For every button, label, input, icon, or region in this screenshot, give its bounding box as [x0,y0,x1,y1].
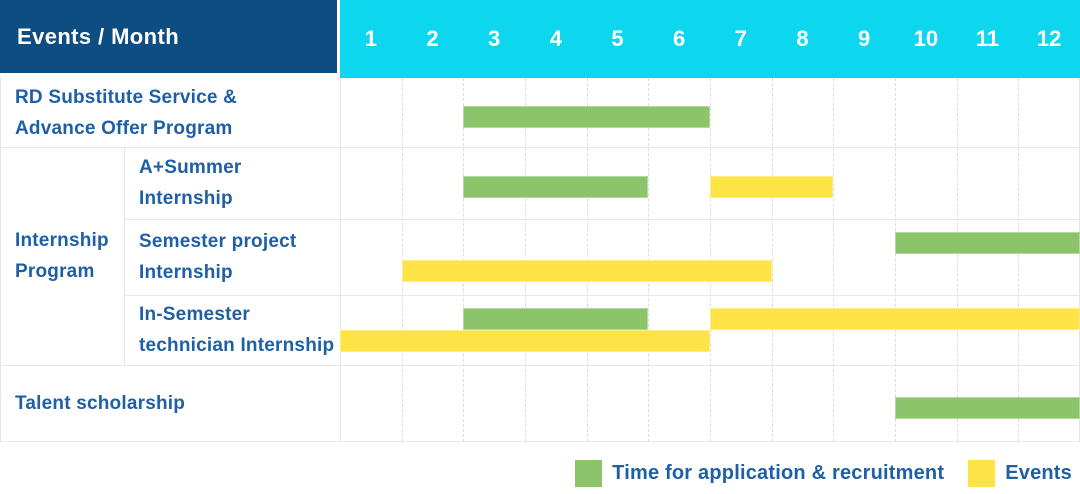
row-label-line: RD Substitute Service & [15,86,238,108]
row-label-line: Semester project [139,231,297,252]
events-bar [340,330,710,352]
month-header-7: 7 [734,26,747,51]
row-label-line: Internship [139,262,233,283]
legend-label-events: Events [1005,462,1072,484]
month-header-2: 2 [426,26,439,51]
row-separator [124,295,1080,296]
month-header-4: 4 [549,26,562,51]
month-header-9: 9 [858,26,871,51]
row-label-a-summer-internship: A+Summer Internship [124,147,340,219]
table-border-line [0,78,1,442]
recruitment-bar [895,396,1080,419]
month-grid-line [771,78,773,442]
month-header-12: 12 [1036,26,1062,51]
row-label-line: A+Summer [139,157,242,178]
month-header-10: 10 [913,26,939,51]
group-label-internship-program: Internship Program [0,147,124,365]
row-label-talent-scholarship: Talent scholarship [0,365,340,442]
month-header-11: 11 [975,26,1000,51]
events-bar [710,176,834,198]
table-border-line [340,78,341,442]
row-label-line: technician Internship [139,335,335,356]
group-label-line: Internship [15,230,109,251]
events-month-header-cell: Events / Month [0,0,337,73]
recruitment-bar [463,105,710,128]
recruitment-bar [895,232,1080,254]
legend-label-recruitment: Time for application & recruitment [612,462,945,484]
month-grid-line [956,78,958,442]
row-separator [0,365,1080,366]
row-separator [0,147,1080,148]
month-header-8: 8 [796,26,809,51]
recruitment-bar [463,176,649,198]
row-separator [0,441,1080,442]
month-grid-line [895,78,896,442]
legend: Time for application & recruitment Events [575,460,1072,487]
events-month-header-label: Events / Month [17,23,180,49]
row-label-line: Talent scholarship [15,393,186,414]
row-label-rd-substitute-advance-offer: RD Substitute Service & Advance Offer Pro… [0,78,340,147]
gantt-table: Events / Month 1 2 3 4 5 6 7 8 9 10 11 12 RD Substi… [0,0,1080,442]
group-label-line: Program [15,261,95,282]
row-label-in-semester-technician-internship: In-Semester technician Internship [124,295,340,365]
legend-item-recruitment: Time for application & recruitment [575,460,944,487]
month-header-6: 6 [673,26,686,51]
month-header-5: 5 [611,26,624,51]
row-label-line: Internship [139,188,233,209]
recruitment-bar [463,308,649,330]
row-separator [124,219,1080,220]
events-bar [710,308,1080,330]
month-grid-line [833,78,835,442]
month-header-row: 1 2 3 4 5 6 7 8 9 10 11 12 [340,0,1080,78]
legend-swatch-recruitment [575,460,603,487]
row-label-semester-project-internship: Semester project Internship [124,219,340,295]
row-label-line: Advance Offer Program [15,117,233,139]
month-header-1: 1 [364,26,377,51]
table-border-line [124,147,125,365]
month-header-3: 3 [488,26,501,51]
row-label-line: In-Semester [139,304,250,325]
legend-swatch-events [968,460,996,487]
events-bar [401,260,772,282]
month-grid-line [1018,78,1020,442]
legend-item-events: Events [968,460,1072,487]
